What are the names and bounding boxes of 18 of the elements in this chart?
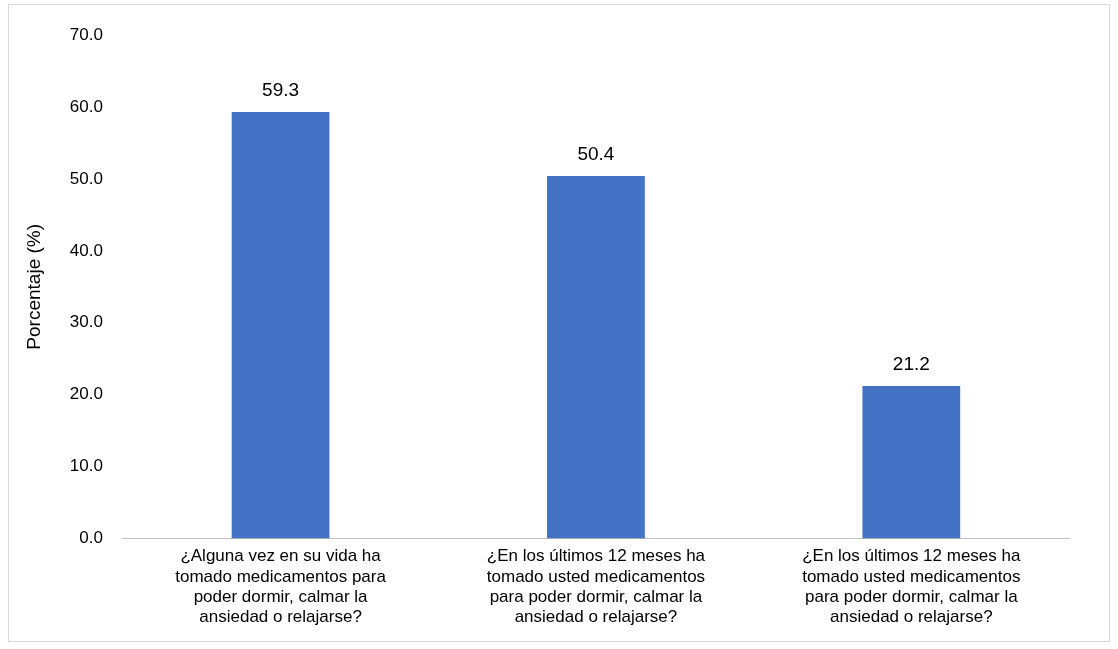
x-tick-label: ¿En los últimos 12 meses ha tomado usted medicamentos para poder dormir, calmar la ansiedad o relajarse?	[486, 546, 706, 627]
x-tick-label: ¿Alguna vez en su vida ha tomado medicamentos para poder dormir, calmar la ansiedad o relajarse?	[175, 546, 387, 627]
data-label: 21.2	[892, 352, 930, 374]
y-tick-label: 20.0	[69, 384, 103, 404]
y-axis-title: Porcentaje (%)	[22, 223, 44, 350]
y-tick-label: 0.0	[79, 528, 103, 548]
y-tick-label: 30.0	[69, 312, 103, 332]
data-label: 59.3	[262, 78, 300, 100]
y-tick-label: 50.0	[69, 168, 103, 188]
bar	[862, 386, 961, 539]
y-tick-label: 60.0	[69, 96, 103, 116]
y-tick-label: 10.0	[69, 456, 103, 476]
x-tick-label: ¿En los últimos 12 meses ha tomado usted medicamentos para poder dormir, calmar la ansiedad o relajarse?	[802, 546, 1021, 627]
y-tick-label: 40.0	[69, 240, 103, 260]
data-label: 50.4	[577, 142, 615, 164]
bar	[231, 112, 330, 539]
bar	[547, 176, 645, 539]
y-tick-label: 70.0	[69, 24, 103, 44]
